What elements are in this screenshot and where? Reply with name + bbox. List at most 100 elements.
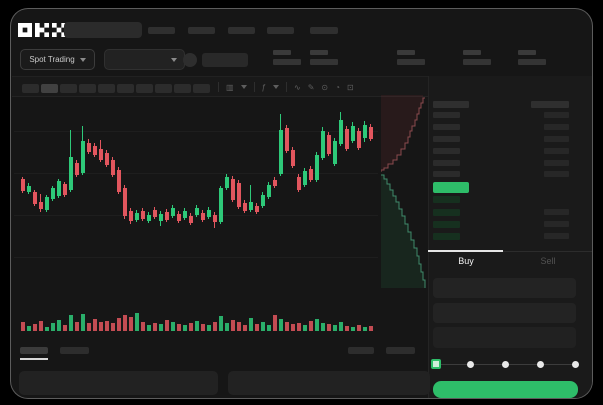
ticker-stat-value	[463, 50, 481, 55]
timeframe-button[interactable]	[136, 84, 153, 93]
volume-bar	[147, 325, 151, 331]
screenshot-icon[interactable]: ⊙	[321, 82, 329, 92]
timeframe-button[interactable]	[60, 84, 77, 93]
timeframe-button[interactable]	[117, 84, 134, 93]
timeframe-button[interactable]	[22, 84, 39, 93]
history-icon[interactable]: ◔	[335, 82, 340, 92]
gridline	[14, 215, 378, 216]
slider-stop-dot[interactable]	[536, 360, 544, 368]
slider-stop-dot[interactable]	[467, 360, 475, 368]
candle-body	[93, 146, 97, 155]
indicators-icon[interactable]: ƒ	[261, 82, 267, 92]
timeframe-button[interactable]	[174, 84, 191, 93]
total-field[interactable]	[433, 327, 576, 348]
toolbar-divider	[218, 82, 219, 92]
candle-wick	[46, 195, 47, 212]
percent-slider-handle[interactable]	[431, 359, 441, 369]
volume-bar	[45, 327, 49, 331]
candle-wick	[304, 168, 305, 187]
candle-wick	[316, 152, 317, 182]
candle-body	[255, 206, 259, 212]
candle-body	[219, 188, 223, 222]
ticker-stat-label	[518, 59, 546, 65]
candle-body	[309, 169, 313, 180]
tab-sell[interactable]: Sell	[540, 256, 556, 266]
candle-wick	[22, 177, 23, 193]
candle-wick	[274, 177, 275, 188]
candle-wick	[118, 167, 119, 194]
volume-bar	[249, 318, 253, 331]
candle-body	[291, 150, 295, 166]
candle-wick	[352, 122, 353, 143]
price-field[interactable]	[433, 278, 576, 298]
timeframe-button[interactable]	[98, 84, 115, 93]
spot-trading-selector[interactable]: Spot Trading	[20, 49, 95, 70]
bid-price-placeholder	[433, 221, 460, 228]
app-window: Spot Trading ▥ ƒ ∿ ✎ ⊙ ◔ ⊡ Buy Sell	[10, 8, 593, 399]
nav-item-placeholder[interactable]	[148, 27, 175, 34]
timeframe-button[interactable]	[41, 84, 58, 93]
buy-submit-button[interactable]	[433, 381, 578, 398]
candle-body	[189, 216, 193, 223]
volume-bar	[165, 320, 169, 331]
ask-price-placeholder	[433, 112, 460, 118]
nav-item-placeholder[interactable]	[267, 27, 294, 34]
line-tool-icon[interactable]: ∿	[294, 82, 301, 92]
timeframe-button[interactable]	[193, 84, 210, 93]
volume-bar	[363, 327, 367, 331]
chart-type-icon[interactable]: ▥	[226, 82, 234, 92]
ask-amount-placeholder	[544, 160, 569, 166]
nav-item-placeholder[interactable]	[228, 27, 255, 34]
candle-wick	[40, 194, 41, 212]
volume-bar	[75, 322, 79, 331]
history-tab-placeholder[interactable]	[60, 347, 89, 354]
volume-bar	[39, 321, 43, 331]
orders-tab-placeholder[interactable]	[20, 347, 48, 354]
fullscreen-icon[interactable]: ⊡	[346, 82, 354, 92]
ticker-stat-value	[397, 50, 415, 55]
volume-bar	[333, 325, 337, 331]
slider-stop-dot[interactable]	[502, 360, 509, 368]
volume-bar	[213, 322, 217, 331]
bottom-link-placeholder[interactable]	[348, 347, 374, 354]
bottom-link-placeholder[interactable]	[386, 347, 415, 354]
amount-field[interactable]	[433, 303, 576, 323]
candle-wick	[310, 166, 311, 182]
draw-icon[interactable]: ✎	[307, 82, 315, 92]
chevron-down-icon	[240, 85, 247, 89]
candle-body	[99, 149, 103, 160]
slider-stop-dot[interactable]	[571, 360, 579, 368]
candle-body	[81, 141, 85, 173]
candle-body	[21, 179, 25, 191]
candle-body	[63, 184, 67, 195]
tab-buy[interactable]: Buy	[458, 256, 474, 266]
candle-wick	[94, 143, 95, 157]
nav-item-placeholder[interactable]	[188, 27, 215, 34]
candle-body	[357, 131, 361, 148]
volume-bar	[297, 323, 301, 331]
window-content: Spot Trading ▥ ƒ ∿ ✎ ⊙ ◔ ⊡ Buy Sell	[11, 9, 592, 398]
candle-wick	[280, 114, 281, 176]
candle-body	[213, 215, 217, 222]
candle-body	[45, 197, 49, 210]
candle-wick	[208, 207, 209, 219]
volume-bar	[321, 323, 325, 331]
search-input[interactable]	[64, 22, 142, 38]
pair-selector[interactable]	[104, 49, 185, 70]
volume-bar	[279, 319, 283, 331]
volume-bar	[225, 323, 229, 331]
ask-amount-placeholder	[544, 124, 569, 130]
volume-bar	[291, 324, 295, 331]
volume-bar	[189, 323, 193, 331]
volume-bar	[315, 319, 319, 331]
ask-amount-placeholder	[544, 112, 569, 118]
candle-wick	[220, 186, 221, 224]
nav-item-placeholder[interactable]	[310, 27, 338, 34]
candle-wick	[292, 147, 293, 168]
timeframe-button[interactable]	[79, 84, 96, 93]
candle-wick	[124, 185, 125, 219]
volume-bar	[27, 326, 31, 331]
candle-body	[315, 155, 319, 180]
candle-body	[123, 188, 127, 216]
timeframe-button[interactable]	[155, 84, 172, 93]
